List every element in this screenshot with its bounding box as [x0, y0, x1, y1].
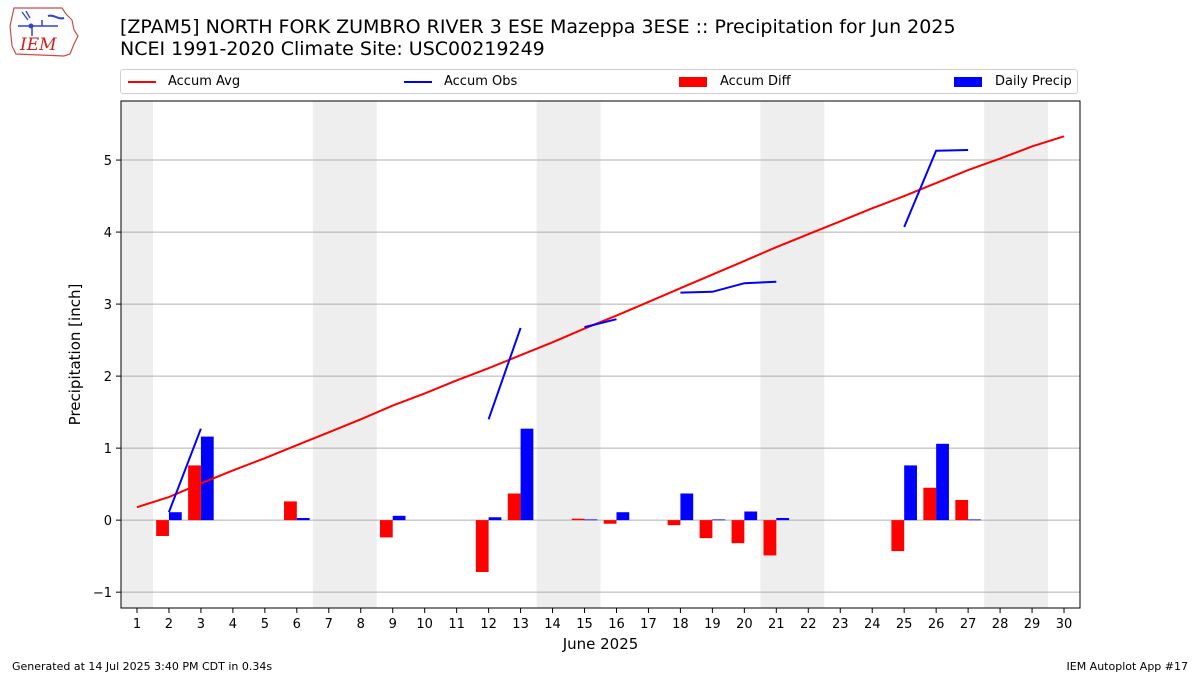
y-tick-label: 2 — [104, 370, 112, 385]
footer-generated: Generated at 14 Jul 2025 3:40 PM CDT in … — [12, 660, 273, 673]
bar-accum-diff — [923, 487, 937, 521]
y-tick-label: 3 — [104, 298, 112, 313]
y-tick-label: −1 — [93, 586, 112, 601]
bar-daily-precip — [904, 465, 917, 521]
x-tick-label: 19 — [704, 617, 721, 632]
x-axis-label: June 2025 — [562, 635, 639, 653]
plot-frame — [120, 100, 1081, 609]
x-tick-label: 11 — [448, 617, 465, 632]
bar-daily-precip — [680, 493, 694, 521]
y-axis-label: Precipitation [inch] — [66, 284, 84, 426]
x-tick-label: 2 — [165, 617, 173, 632]
bar-accum-diff — [571, 518, 585, 521]
x-tick-label: 14 — [544, 617, 561, 632]
bar-accum-diff — [603, 520, 617, 524]
iem-logo-icon: IEM — [9, 7, 79, 57]
x-tick-label: 17 — [640, 617, 657, 632]
bar-daily-precip — [168, 512, 182, 521]
y-tick-label: 0 — [104, 514, 112, 529]
bar-accum-diff — [188, 465, 201, 521]
bar-daily-precip — [392, 515, 406, 521]
x-tick-label: 29 — [1024, 617, 1041, 632]
x-tick-label: 10 — [416, 617, 433, 632]
bar-accum-diff — [699, 520, 713, 539]
chart-title: [ZPAM5] NORTH FORK ZUMBRO RIVER 3 ESE Ma… — [120, 16, 956, 60]
weekend-band — [312, 101, 377, 608]
bar-daily-precip — [776, 517, 790, 521]
bar-accum-diff — [507, 493, 521, 521]
y-tick-label: 5 — [104, 154, 112, 169]
x-tick-label: 1 — [133, 617, 141, 632]
bar-daily-precip — [584, 519, 598, 521]
legend-swatch-accum-avg — [128, 81, 156, 83]
legend-swatch-accum-obs — [404, 81, 432, 83]
bar-daily-precip — [936, 443, 949, 521]
bar-accum-diff — [156, 520, 169, 536]
bar-accum-diff — [731, 520, 745, 544]
x-tick-label: 25 — [896, 617, 913, 632]
svg-text:IEM: IEM — [19, 35, 57, 55]
weekend-band — [984, 101, 1049, 608]
bar-accum-diff — [475, 520, 489, 572]
legend-label: Daily Precip — [995, 74, 1072, 89]
x-tick-label: 7 — [325, 617, 333, 632]
chart-title-line1: [ZPAM5] NORTH FORK ZUMBRO RIVER 3 ESE Ma… — [120, 16, 956, 38]
bar-daily-precip — [968, 519, 981, 521]
x-tick-label: 20 — [736, 617, 753, 632]
x-tick-label: 22 — [800, 617, 817, 632]
series-line-accum-avg — [136, 135, 1065, 509]
bar-accum-diff — [955, 499, 969, 521]
x-tick-label: 3 — [197, 617, 205, 632]
x-tick-label: 21 — [768, 617, 785, 632]
x-tick-label: 8 — [357, 617, 365, 632]
y-tick-label: 4 — [104, 226, 112, 241]
x-tick-label: 4 — [229, 617, 237, 632]
bar-accum-diff — [667, 520, 681, 526]
x-tick-label: 9 — [389, 617, 397, 632]
bar-daily-precip — [712, 519, 726, 521]
x-tick-label: 18 — [672, 617, 689, 632]
bar-accum-diff — [379, 520, 393, 538]
bar-accum-diff — [763, 520, 777, 556]
x-tick-label: 30 — [1056, 617, 1073, 632]
legend-swatch-daily-precip — [954, 77, 982, 87]
bar-daily-precip — [296, 517, 310, 521]
series-line-accum-obs — [167, 149, 969, 513]
bar-accum-diff — [891, 520, 905, 552]
legend: Accum Avg Accum Obs Accum Diff Daily Pre… — [120, 69, 1078, 94]
chart-title-line2: NCEI 1991-2020 Climate Site: USC00219249 — [120, 38, 545, 60]
footer-app: IEM Autoplot App #17 — [1066, 660, 1189, 673]
bar-daily-precip — [744, 511, 758, 521]
legend-label: Accum Avg — [168, 74, 241, 89]
x-tick-label: 12 — [480, 617, 497, 632]
x-tick-label: 27 — [960, 617, 977, 632]
x-tick-label: 15 — [576, 617, 593, 632]
weekend-band — [121, 101, 153, 608]
x-tick-label: 16 — [608, 617, 625, 632]
iem-logo: IEM — [8, 6, 80, 58]
x-tick-label: 13 — [512, 617, 529, 632]
weekend-band — [536, 101, 601, 608]
bar-accum-diff — [284, 501, 297, 521]
bar-daily-precip — [488, 517, 502, 521]
legend-swatch-accum-diff — [679, 77, 707, 87]
legend-label: Accum Diff — [720, 74, 791, 89]
bar-daily-precip — [520, 428, 534, 521]
legend-label: Accum Obs — [444, 74, 518, 89]
y-tick-label: 1 — [104, 442, 112, 457]
x-tick-label: 6 — [293, 617, 301, 632]
bar-daily-precip — [616, 512, 630, 521]
x-tick-label: 26 — [928, 617, 945, 632]
bar-daily-precip — [200, 436, 214, 521]
x-tick-label: 5 — [261, 617, 269, 632]
x-tick-label: 28 — [992, 617, 1009, 632]
x-tick-label: 23 — [832, 617, 849, 632]
x-tick-label: 24 — [864, 617, 881, 632]
